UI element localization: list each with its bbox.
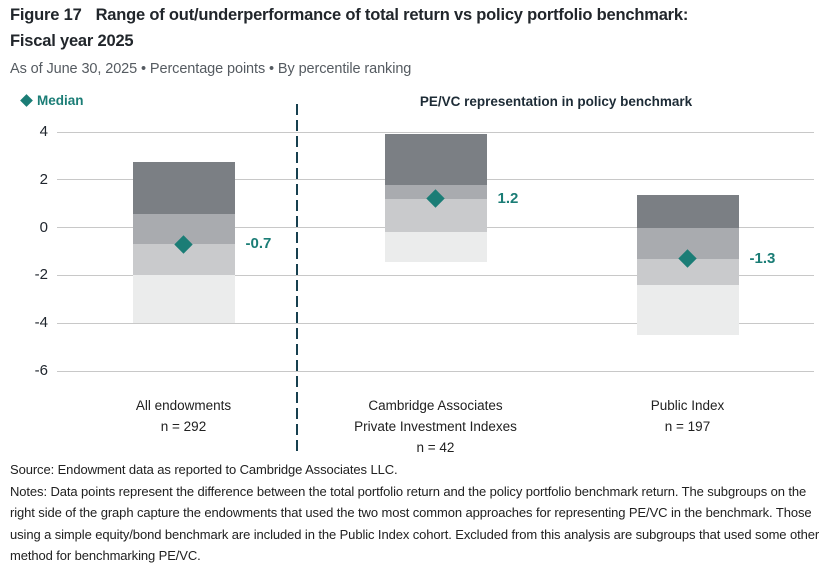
category-label-line: Cambridge Associates (368, 398, 503, 413)
category-label-line: n = 197 (664, 419, 711, 434)
figure-number: Figure 17 (10, 6, 82, 24)
category-label-line: Public Index (650, 398, 725, 413)
y-axis-tick-label: 0 (39, 218, 48, 236)
gridline (57, 131, 814, 133)
notes-paragraph: Notes: Data points represent the differe… (10, 483, 820, 564)
y-axis-tick-label: -6 (34, 362, 48, 379)
gridline (57, 322, 814, 324)
y-axis-tick-label: 2 (39, 170, 48, 188)
legend-median: Median (20, 93, 84, 108)
source-line: Source: Endowment data as reported to Ca… (10, 462, 398, 477)
median-value-label: 1.2 (497, 189, 519, 207)
footer-notes-block: Source: Endowment data as reported to Ca… (10, 459, 822, 567)
figure-subtitle: As of June 30, 2025 • Percentage points … (10, 61, 412, 77)
category-label: Public Index n = 197 (568, 395, 808, 437)
bar-segment-p5-p25 (636, 284, 739, 336)
gridline (57, 370, 814, 372)
legend-median-label: Median (37, 93, 84, 108)
y-axis-tick-label: -4 (34, 314, 48, 332)
figure-title: Figure 17 Range of out/underperformance o… (10, 6, 688, 25)
figure-title-text: Range of out/underperformance of total r… (95, 6, 689, 24)
bar-segment-p75-p95 (636, 195, 739, 228)
category-label-line: All endowments (135, 398, 232, 413)
bar-segment-p5-p25 (384, 232, 487, 263)
category-label: Cambridge Associates Private Investment I… (316, 395, 556, 458)
category-label-line: n = 292 (160, 419, 207, 434)
median-value-label: -1.3 (749, 249, 776, 267)
category-label-line: Private Investment Indexes (354, 419, 517, 434)
bar-segment-p75-p95 (132, 161, 235, 215)
bar-segment-p5-p25 (132, 275, 235, 324)
y-axis-tick-label: -2 (34, 266, 48, 284)
bar-segment-p75-p95 (384, 134, 487, 185)
median-value-label: -0.7 (245, 235, 272, 253)
right-panel-header: PE/VC representation in policy benchmark (419, 94, 693, 109)
figure-title-line2: Fiscal year 2025 (10, 32, 134, 50)
y-axis-tick-label: 4 (39, 123, 48, 140)
category-label-line: n = 42 (416, 440, 455, 455)
gridline (57, 274, 814, 276)
category-label: All endowments n = 292 (64, 395, 304, 437)
panel-divider-line (296, 104, 298, 455)
